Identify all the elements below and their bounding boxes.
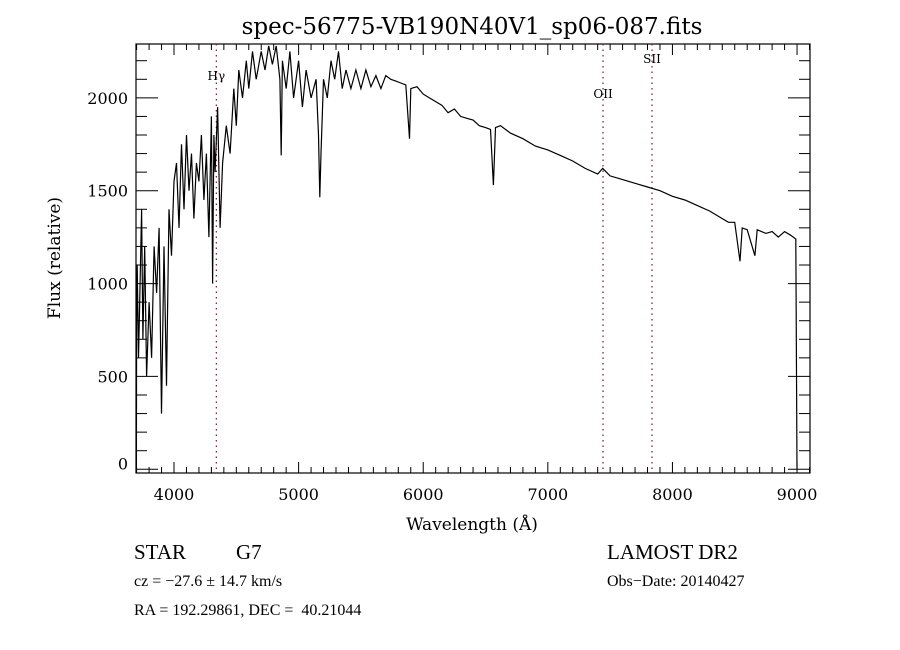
y-tick-label: 1500 xyxy=(87,182,128,201)
y-tick-label: 0 xyxy=(118,454,128,473)
y-tick-label: 1000 xyxy=(87,275,128,294)
coordinates: RA = 192.29861, DEC = 40.21044 xyxy=(134,602,362,619)
x-tick-label: 4000 xyxy=(154,485,195,504)
obs-date: Obs−Date: 20140427 xyxy=(607,573,745,590)
y-tick-label: 2000 xyxy=(87,89,128,108)
chart-title: spec-56775-VB190N40V1_sp06-087.fits xyxy=(242,14,703,40)
y-axis-label: Flux (relative) xyxy=(45,197,65,319)
line-marker-label: SII xyxy=(643,52,661,66)
y-tick-label: 500 xyxy=(97,367,128,386)
spectrum-line xyxy=(135,45,798,470)
line-marker-label: Hγ xyxy=(208,69,226,83)
x-tick-label: 5000 xyxy=(278,485,319,504)
redshift-text: cz = −27.6 ± 14.7 km/s xyxy=(134,573,283,590)
x-tick-label: 6000 xyxy=(403,485,444,504)
object-subclass: G7 xyxy=(236,540,262,564)
x-axis-label: Wavelength (Å) xyxy=(406,514,538,535)
line-marker-label: OII xyxy=(593,87,613,101)
object-class: STAR xyxy=(134,540,186,564)
x-tick-label: 9000 xyxy=(777,485,818,504)
survey-name: LAMOST DR2 xyxy=(607,540,738,564)
x-tick-label: 7000 xyxy=(527,485,568,504)
x-tick-label: 8000 xyxy=(652,485,693,504)
